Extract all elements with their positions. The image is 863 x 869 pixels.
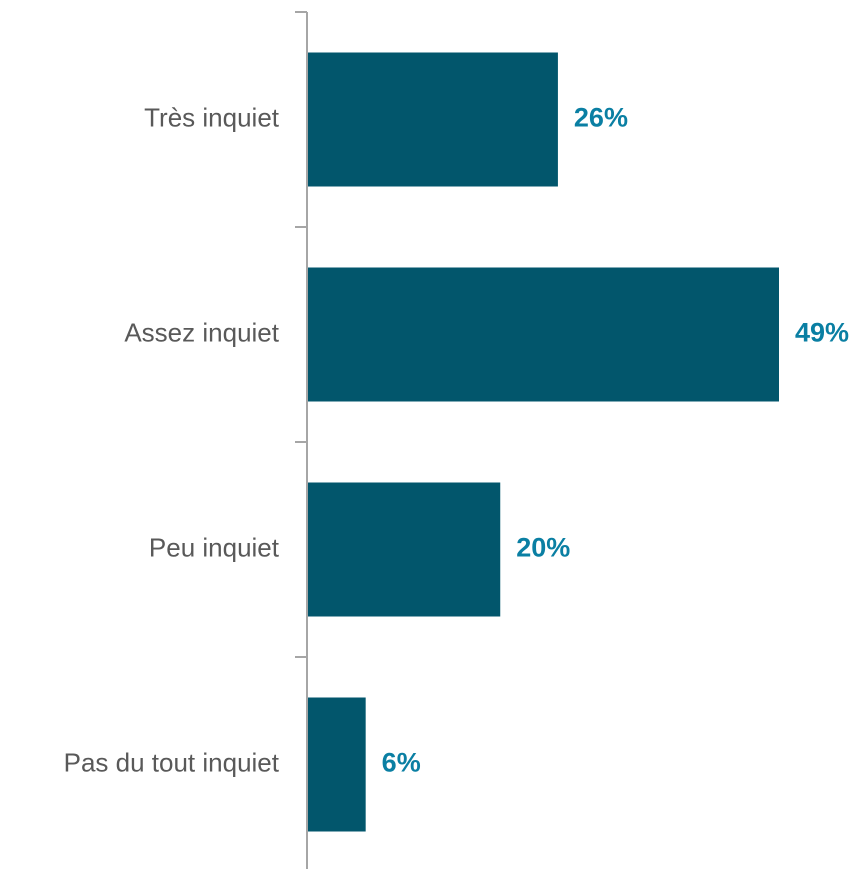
category-label: Peu inquiet bbox=[149, 532, 280, 562]
data-label: 26% bbox=[574, 103, 628, 133]
category-label: Très inquiet bbox=[144, 102, 280, 132]
bar bbox=[308, 267, 779, 402]
bar-series bbox=[308, 52, 779, 832]
category-axis bbox=[295, 11, 308, 869]
bar bbox=[308, 697, 366, 832]
data-label: 6% bbox=[382, 748, 421, 778]
data-label: 49% bbox=[795, 318, 849, 348]
bar bbox=[308, 482, 501, 617]
bar bbox=[308, 52, 558, 187]
label-layer: Très inquiet 26% Assez inquiet 49% Peu inqui… bbox=[64, 102, 849, 777]
category-label: Assez inquiet bbox=[124, 317, 279, 347]
category-label: Pas du tout inquiet bbox=[64, 747, 280, 777]
data-label: 20% bbox=[516, 533, 570, 563]
